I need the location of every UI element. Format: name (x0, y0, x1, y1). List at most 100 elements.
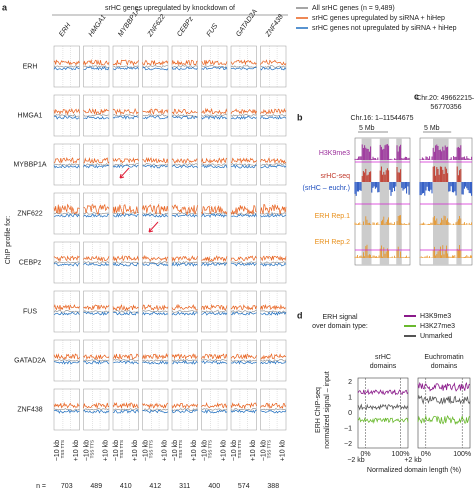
row-label: ERH (23, 63, 38, 70)
cell-frame (171, 241, 198, 284)
row-label: GATAD2A (14, 357, 46, 364)
trace-orange (201, 402, 228, 409)
cell-frame (201, 290, 228, 333)
trace-gray (53, 163, 80, 166)
trace-orange (53, 203, 80, 215)
trace-blue (112, 164, 139, 169)
trace-blue (260, 409, 287, 414)
legend-title: over domain type: (312, 323, 368, 330)
trace-blue (230, 311, 257, 316)
trace-orange (83, 304, 110, 311)
trace-blue (53, 360, 80, 365)
n-value: 574 (238, 483, 250, 490)
trace-orange (171, 353, 198, 360)
cell-frame (142, 241, 169, 284)
cell-frame (230, 241, 257, 284)
trace-gray (83, 212, 109, 215)
cell-frame (171, 290, 198, 333)
cell-frame (142, 290, 169, 333)
cell-frame (83, 143, 110, 186)
trace-orange (171, 158, 198, 164)
trace-orange (112, 402, 139, 409)
cell-frame (230, 290, 257, 333)
trace-blue (142, 66, 169, 71)
trace-gray (83, 163, 110, 166)
trace-gray (142, 114, 169, 117)
cell-frame (171, 94, 198, 137)
trace-blue (260, 66, 287, 71)
cell-frame (171, 192, 198, 235)
trace-orange (112, 59, 139, 67)
trace-gray (260, 65, 287, 68)
cell-frame (142, 339, 169, 382)
trace-gray (201, 359, 228, 362)
trace-blue (83, 213, 110, 218)
trace-blue (112, 66, 139, 71)
trace-orange (112, 108, 139, 116)
trace-blue (230, 115, 257, 120)
trace-orange (142, 203, 169, 215)
x-tick: TSS TTS (267, 440, 272, 458)
y-tick: 2 (348, 379, 352, 386)
profile (357, 403, 409, 411)
trace-gray (171, 359, 198, 362)
panel-a-title: srHC genes upregulated by knockdown of (105, 5, 235, 12)
trace-gray (142, 261, 169, 264)
trace-gray (112, 65, 139, 68)
cell-frame (83, 45, 110, 88)
trace-gray (260, 261, 287, 264)
profile (417, 414, 471, 425)
trace-orange (230, 59, 257, 66)
trace-blue (53, 409, 80, 414)
trace-blue (201, 66, 228, 70)
legend-label: srHC genes not upregulated by siRNA + hi… (312, 25, 457, 32)
trace-blue (260, 115, 287, 120)
trace-orange (201, 107, 228, 115)
trace-orange (53, 59, 80, 66)
trace-gray (53, 310, 80, 313)
trace-orange (230, 108, 257, 115)
cell-frame (201, 339, 228, 382)
trace-gray (230, 114, 257, 117)
trace-gray (171, 113, 198, 117)
region: 56770356 (430, 104, 461, 111)
row-label: FUS (23, 308, 37, 315)
cell-frame (201, 388, 228, 431)
trace-orange (53, 304, 80, 311)
cell-frame (112, 290, 139, 333)
trace-orange (260, 203, 287, 215)
trace-orange (142, 156, 169, 164)
cell-frame (53, 143, 80, 186)
trace-blue (201, 164, 228, 169)
trace-gray (230, 408, 257, 411)
row-label: ZNF438 (17, 406, 42, 413)
arrow (119, 167, 130, 179)
trace-gray (83, 359, 110, 362)
cell-frame (201, 241, 228, 284)
legend-label: srHC genes upregulated by siRNA + hiHep (312, 15, 445, 22)
domain-shade (396, 138, 402, 265)
plot-frame (357, 377, 409, 449)
trace-blue (142, 311, 169, 316)
trace-blue (83, 164, 110, 169)
column-header: ZNF622 (146, 13, 167, 39)
trace-blue (230, 67, 257, 71)
trace-orange (201, 205, 228, 215)
trace-gray (230, 261, 257, 264)
cell-frame (142, 192, 169, 235)
column-header: ZNF438 (264, 13, 285, 39)
trace-orange (83, 354, 110, 360)
trace-gray (260, 163, 287, 166)
legend-label: Unmarked (420, 333, 452, 340)
x-tick: TSS TTS (237, 440, 242, 458)
trace-orange (230, 402, 257, 410)
trace-orange (260, 353, 287, 360)
legend-label: H3K27me3 (420, 323, 455, 330)
legend-title: ERH signal (322, 314, 357, 321)
arrow (148, 221, 159, 233)
trace-orange (142, 254, 169, 263)
trace-orange (112, 204, 139, 216)
cell-frame (260, 290, 287, 333)
y-tick: −2 (344, 441, 352, 448)
scale-label: 5 Mb (359, 125, 375, 132)
